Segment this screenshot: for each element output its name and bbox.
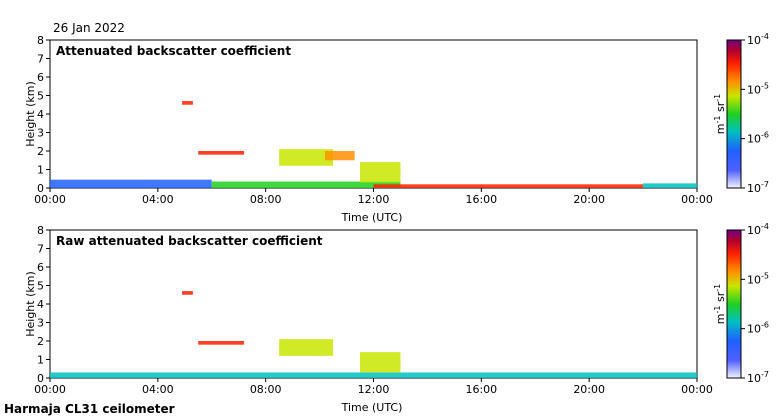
instrument-footer: Harmaja CL31 ceilometer [4, 402, 175, 416]
x-tick-label: 04:00 [142, 193, 174, 206]
backscatter-feature [643, 183, 697, 188]
colorbar-unit-1: m-1 sr-1 [713, 94, 727, 134]
y-tick-label: 7 [37, 53, 44, 66]
colorbar-2 [726, 229, 742, 379]
backscatter-feature [182, 101, 193, 105]
x-tick-label: 16:00 [465, 383, 497, 396]
panel-title-1: Attenuated backscatter coefficient [56, 44, 291, 58]
y-tick-label: 2 [37, 145, 44, 158]
colorbar-tick-label: 10-6 [747, 131, 769, 146]
colorbar-tick-label: 10-5 [747, 81, 769, 96]
backscatter-feature [211, 181, 401, 188]
colorbar-tick-label: 10-4 [747, 32, 769, 47]
y-axis-label-1: Height (km) [24, 81, 37, 147]
y-tick-label: 1 [37, 164, 44, 177]
panel-attenuated: Attenuated backscatter coefficient 0 1 2 3 4… [24, 32, 769, 224]
colorbar-unit-2: m-1 sr-1 [713, 284, 727, 324]
date-label: 26 Jan 2022 [53, 21, 125, 35]
backscatter-feature [50, 179, 212, 188]
y-tick-label: 5 [37, 280, 44, 293]
x-axis-label-2: Time (UTC) [341, 401, 403, 414]
x-tick-label: 04:00 [142, 383, 174, 396]
y-tick-label: 0 [37, 372, 44, 385]
y-tick-label: 5 [37, 90, 44, 103]
colorbar-tick-label: 10-4 [747, 222, 769, 237]
x-tick-label: 12:00 [358, 193, 390, 206]
panel-raw: Raw attenuated backscatter coefficient 0… [24, 222, 769, 414]
colorbar-1 [726, 39, 742, 189]
x-tick-label: 00:00 [681, 193, 713, 206]
x-tick-label: 00:00 [34, 383, 66, 396]
y-tick-label: 0 [37, 182, 44, 195]
colorbar-tick-label: 10-7 [747, 370, 769, 385]
colorbar-tick-label: 10-5 [747, 271, 769, 286]
y-tick-label: 1 [37, 354, 44, 367]
backscatter-feature [198, 341, 245, 345]
backscatter-feature [50, 372, 697, 378]
backscatter-feature [360, 162, 401, 183]
colorbar-tick-label: 10-7 [747, 180, 769, 195]
x-tick-label: 20:00 [573, 193, 605, 206]
backscatter-feature [360, 352, 401, 373]
panel-title-2: Raw attenuated backscatter coefficient [56, 234, 323, 248]
x-tick-label: 20:00 [573, 383, 605, 396]
heatmap-field-1 [50, 101, 697, 188]
y-tick-label: 7 [37, 243, 44, 256]
backscatter-feature [373, 184, 644, 188]
y-tick-label: 2 [37, 335, 44, 348]
backscatter-feature [279, 339, 334, 356]
y-tick-label: 6 [37, 71, 44, 84]
x-tick-label: 08:00 [250, 383, 282, 396]
y-tick-label: 4 [37, 108, 44, 121]
y-tick-label: 8 [37, 224, 44, 237]
y-tick-label: 4 [37, 298, 44, 311]
x-tick-label: 00:00 [34, 193, 66, 206]
backscatter-feature [182, 291, 193, 295]
x-tick-label: 12:00 [358, 383, 390, 396]
x-tick-label: 08:00 [250, 193, 282, 206]
y-axis-label-2: Height (km) [24, 271, 37, 337]
x-tick-label: 00:00 [681, 383, 713, 396]
x-tick-label: 16:00 [465, 193, 497, 206]
y-tick-label: 6 [37, 261, 44, 274]
x-axis-label-1: Time (UTC) [341, 211, 403, 224]
backscatter-feature [198, 151, 245, 155]
heatmap-field-2 [50, 291, 697, 378]
y-tick-label: 8 [37, 34, 44, 47]
backscatter-feature [324, 151, 355, 161]
y-tick-label: 3 [37, 317, 44, 330]
backscatter-feature [279, 149, 334, 166]
y-tick-label: 3 [37, 127, 44, 140]
colorbar-tick-label: 10-6 [747, 321, 769, 336]
